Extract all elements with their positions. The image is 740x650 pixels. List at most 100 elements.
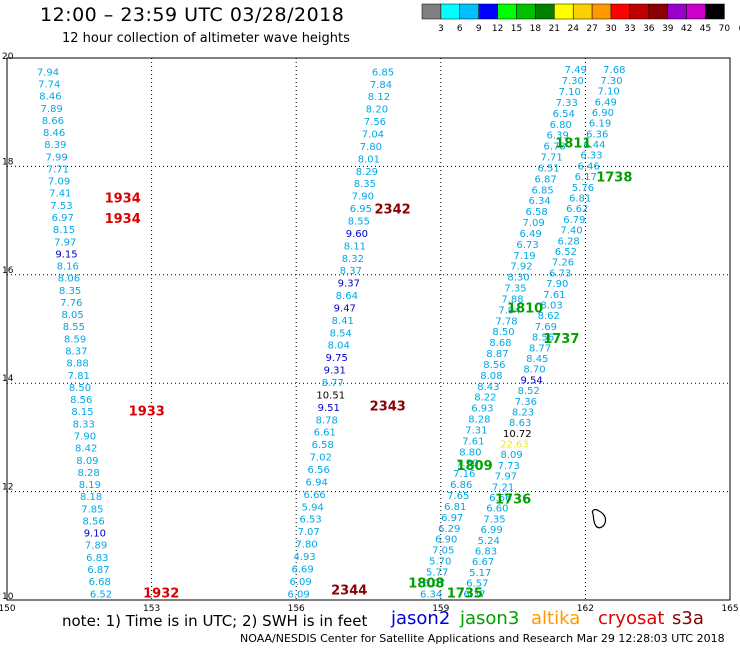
colorbar-swatch	[478, 3, 498, 20]
swh-value: 8.56	[70, 395, 92, 406]
swh-value: 8.42	[75, 444, 97, 455]
lon-tick-label: 150	[0, 604, 16, 614]
swh-value: 8.19	[79, 480, 101, 491]
swh-value: 8.35	[59, 286, 81, 297]
chart-title: 12:00 – 23:59 UTC 03/28/2018	[40, 4, 345, 26]
colorbar-label: 12	[492, 24, 503, 34]
lon-tick-label: 162	[577, 604, 594, 614]
swh-value: 9.15	[55, 249, 77, 260]
swh-value: 6.87	[87, 565, 109, 576]
legend-jason3: jason3	[460, 608, 520, 629]
swh-value: 6.97	[441, 513, 463, 524]
swh-value: 6.93	[471, 404, 493, 415]
swh-value: 6.57	[466, 579, 488, 590]
swh-value: 8.12	[368, 92, 390, 103]
lat-tick-label: 14	[2, 374, 14, 384]
lon-tick-label: 165	[721, 604, 738, 614]
swh-value: 22.63	[500, 440, 529, 451]
swh-value: 8.66	[42, 116, 64, 127]
swh-value: 6.28	[558, 236, 580, 247]
swh-value: 7.09	[48, 177, 70, 188]
swh-value: 9.10	[84, 529, 106, 540]
swh-value: 8.54	[330, 328, 352, 339]
swh-value: 7.69	[535, 322, 557, 333]
swh-value: 6.67	[472, 557, 494, 568]
swh-value: 7.61	[543, 290, 565, 301]
swh-value: 8.55	[348, 216, 370, 227]
swh-value: 7.88	[501, 294, 523, 305]
swh-value: 6.66	[489, 493, 511, 504]
swh-value: 9.31	[324, 366, 346, 377]
time-label: 1932	[143, 586, 179, 601]
lon-tick-label: 159	[432, 604, 449, 614]
swh-value: 9.54	[520, 375, 542, 386]
colorbar-swatch	[535, 3, 555, 20]
swh-value: 9.37	[338, 279, 360, 290]
swh-value: 8.59	[64, 334, 86, 345]
colorbar-swatch	[516, 3, 536, 20]
swh-value: 6.07	[423, 578, 445, 589]
swh-value: 7.61	[462, 436, 484, 447]
swh-value: 6.94	[306, 477, 328, 488]
swh-value: 8.70	[523, 365, 545, 376]
swh-value: 6.99	[481, 525, 503, 536]
swh-value: 7.99	[45, 152, 67, 163]
colorbar-label: 3	[438, 24, 444, 34]
swh-value: 6.53	[300, 515, 322, 526]
swh-value: 8.28	[78, 468, 100, 479]
colorbar-label: 45	[700, 24, 711, 34]
colorbar-label: 70	[719, 24, 731, 34]
swh-value: 5.94	[302, 502, 324, 513]
swh-value: 8.20	[366, 105, 388, 116]
legend-s3a: s3a	[672, 608, 704, 629]
swh-value: 6.34	[528, 196, 550, 207]
swh-value: 7.30	[562, 76, 584, 87]
swh-value: 8.56	[483, 360, 505, 371]
swh-value: 7.81	[68, 371, 90, 382]
swh-value: 8.03	[540, 300, 562, 311]
swh-value: 8.35	[354, 179, 376, 190]
swh-value: 6.36	[586, 129, 608, 140]
swh-value: 6.85	[372, 67, 394, 78]
legend-altika: altika	[531, 608, 581, 629]
swh-value: 8.68	[489, 338, 511, 349]
swh-value: 7.50	[456, 458, 478, 469]
swh-value: 6.58	[525, 207, 547, 218]
swh-value: 9.60	[346, 229, 368, 240]
swh-value: 6.09	[289, 577, 311, 588]
swh-value: 7.36	[515, 397, 537, 408]
swh-value: 8.08	[480, 371, 502, 382]
swh-value: 8.15	[71, 407, 93, 418]
swh-value: 8.55	[63, 322, 85, 333]
time-label: 2342	[375, 203, 411, 218]
swh-value: 7.19	[513, 251, 535, 262]
time-label: 1934	[105, 212, 141, 227]
colorbar-label: 36	[643, 24, 655, 34]
colorbar-label: 15	[511, 24, 522, 34]
swh-value: 6.87	[535, 174, 557, 185]
swh-value: 8.09	[76, 456, 98, 467]
swh-value: 8.11	[344, 241, 366, 252]
swh-value: 6.56	[308, 465, 330, 476]
swh-value: 7.84	[370, 80, 392, 91]
swh-value: 8.06	[58, 274, 80, 285]
swh-value: 5.77	[426, 567, 448, 578]
colorbar-label: 9	[476, 24, 482, 34]
swh-value: 7.05	[432, 546, 454, 557]
swh-value: 8.18	[80, 492, 102, 503]
swh-value: 8.77	[529, 343, 551, 354]
swh-value: 6.90	[592, 108, 614, 119]
swh-value: 6.73	[549, 268, 571, 279]
swh-value: 6.44	[583, 140, 605, 151]
colorbar-swatch	[705, 3, 725, 20]
swh-value: 4.93	[294, 552, 316, 563]
satellite-tracks: 7.947.748.467.898.668.468.397.997.717.09…	[37, 65, 626, 600]
colorbar-swatch	[667, 3, 687, 20]
swh-value: 7.71	[47, 164, 69, 175]
swh-value: 9.75	[326, 353, 348, 364]
swh-value: 7.02	[310, 453, 332, 464]
time-label: 1809	[456, 459, 492, 474]
swh-value: 7.21	[492, 482, 514, 493]
swh-value: 6.33	[580, 151, 602, 162]
swh-value: 8.29	[356, 167, 378, 178]
